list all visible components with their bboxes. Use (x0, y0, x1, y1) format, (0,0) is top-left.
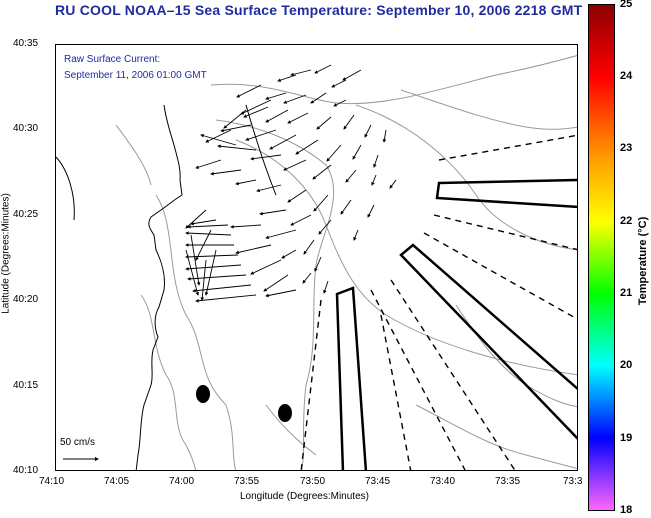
y-axis-title: Latitude (Degrees:Minutes) (0, 193, 12, 314)
annotation-line1: Raw Surface Current: (64, 54, 161, 65)
colorbar-title: Temperature (°C) (637, 216, 649, 306)
x-tick: 73:35 (495, 476, 521, 487)
colorbar-tick: 22 (620, 215, 633, 227)
annotation-line2: September 11, 2006 01:00 GMT (64, 70, 207, 81)
station-marker (196, 385, 210, 403)
colorbar-tick: 20 (620, 359, 633, 371)
colorbar-tick: 21 (620, 287, 633, 299)
x-tick: 74:05 (104, 476, 130, 487)
bathymetry-contours (115, 55, 577, 470)
colorbar-tick: 18 (620, 504, 633, 516)
x-tick: 73:45 (365, 476, 391, 487)
map-canvas (56, 55, 577, 470)
x-axis-title: Longitude (Degrees:Minutes) (240, 491, 369, 502)
radar-sectors (335, 178, 577, 470)
map-area (55, 44, 578, 471)
x-tick: 73:40 (430, 476, 456, 487)
y-tick: 40:20 (13, 294, 39, 305)
colorbar-tick: 25 (620, 0, 633, 10)
x-tick: 73:3 (563, 476, 583, 487)
coastline (56, 104, 277, 470)
y-tick: 40:35 (13, 38, 39, 49)
x-tick: 74:00 (169, 476, 195, 487)
surface-current-vectors (185, 64, 397, 303)
y-tick: 40:15 (13, 380, 39, 391)
y-tick: 40:25 (13, 209, 39, 220)
x-tick: 74:10 (39, 476, 65, 487)
radar-dashed-lines (300, 134, 577, 470)
station-marker (278, 404, 292, 422)
colorbar (588, 4, 615, 511)
y-tick: 40:30 (13, 123, 39, 134)
colorbar-tick: 23 (620, 142, 633, 154)
scale-label: 50 cm/s (60, 437, 96, 448)
x-tick: 73:50 (300, 476, 326, 487)
colorbar-tick: 19 (620, 432, 633, 444)
y-tick: 40:10 (13, 465, 39, 476)
x-tick: 73:55 (234, 476, 260, 487)
colorbar-tick: 24 (620, 70, 633, 82)
chart-title: RU COOL NOAA–15 Sea Surface Temperature:… (55, 2, 583, 18)
